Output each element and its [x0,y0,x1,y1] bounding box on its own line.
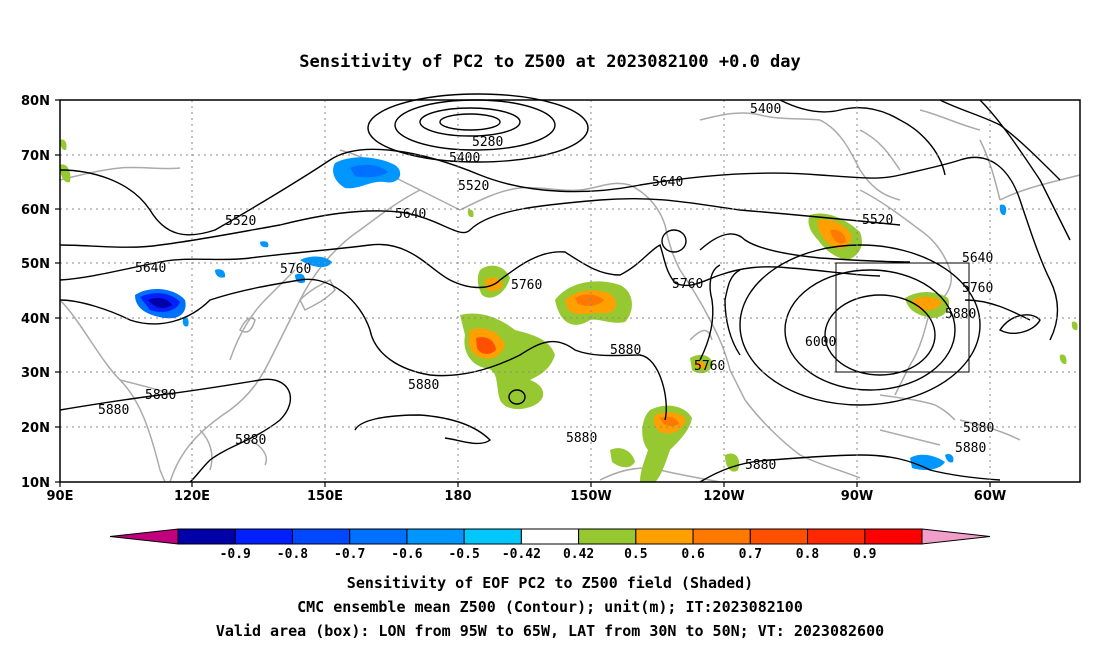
x-tick-labels: 90E 120E 150E 180 150W 120W 90W 60W [47,489,1007,504]
colorbar-label: -0.5 [448,547,479,562]
colorbar-label: -0.9 [220,547,251,562]
y-tick-label: 60N [21,203,50,218]
colorbar-cell [864,528,923,545]
y-tick-label: 40N [21,312,50,327]
contour-label: 5880 [745,458,776,473]
gridlines [60,100,1080,482]
colorbar-cells [109,528,991,545]
colorbar-cell [578,528,637,545]
colorbar-cell [406,528,465,545]
contour-label: 5520 [862,213,893,228]
x-tick-label: 90W [841,489,873,504]
colorbar-label: -0.8 [277,547,308,562]
colorbar-cell [749,528,809,545]
valid-area-box [835,262,970,373]
contour-label: 5880 [145,388,176,403]
x-tick-label: 180 [444,489,471,504]
map-frame [59,99,1081,483]
x-tick-label: 90E [47,489,74,504]
contour-label: 5760 [694,359,725,374]
contour-label: 5880 [98,403,129,418]
colorbar-label: -0.42 [502,547,541,562]
y-tick-labels: 80N 70N 60N 50N 40N 30N 20N 10N [21,94,50,491]
colorbar-cell [291,528,351,545]
contour-label: 5640 [395,207,426,222]
y-tick-label: 20N [21,421,50,436]
colorbar-cell [349,528,408,545]
contour-label: 5880 [235,433,266,448]
contour-label: 6000 [805,335,836,350]
contour-label: 5880 [610,343,641,358]
contour-label: 5640 [135,261,166,276]
contour-label: 5760 [962,281,993,296]
tick-marks [55,99,991,487]
x-tick-label: 150W [570,489,611,504]
y-tick-label: 80N [21,94,50,109]
colorbar-cell [177,528,236,545]
contour-label: 5400 [750,102,781,117]
colorbar-cell [520,528,580,545]
colorbar-label: -0.7 [334,547,365,562]
z500-contours [59,93,1071,483]
contour-label: 5760 [280,262,311,277]
coastlines [59,109,1081,483]
contour-label: 5880 [408,378,439,393]
x-tick-label: 150E [307,489,343,504]
colorbar-label: 0.42 [563,547,594,562]
contour-label: 5640 [962,251,993,266]
colorbar-label: 0.9 [853,547,876,562]
colorbar-label: -0.6 [391,547,422,562]
colorbar-label: 0.5 [624,547,647,562]
caption-line-2: CMC ensemble mean Z500 (Contour); unit(m… [297,598,803,616]
caption-line-3: Valid area (box): LON from 95W to 65W, L… [215,622,885,640]
contour-label: 5280 [472,135,503,150]
colorbar-cell [463,528,522,545]
y-tick-label: 70N [21,149,50,164]
colorbar-min-triangle [109,528,179,545]
colorbar-labels: -0.9 -0.8 -0.7 -0.6 -0.5 -0.42 0.42 0.5 0.6 0.7 0.… [220,547,877,562]
map-panel: 5280 5400 5400 5520 5520 5520 5640 5640 … [21,93,1081,504]
contour-label: 5880 [566,431,597,446]
colorbar-label: 0.7 [739,547,762,562]
contour-label: 5400 [449,151,480,166]
contour-label: 5520 [458,179,489,194]
colorbar-cell [234,528,293,545]
colorbar-max-triangle [921,528,991,545]
contour-label: 5880 [955,441,986,456]
x-tick-label: 120E [174,489,210,504]
colorbar-label: 0.8 [796,547,820,562]
contour-label: 5880 [945,307,976,322]
y-tick-label: 10N [21,476,50,491]
caption-line-1: Sensitivity of EOF PC2 to Z500 field (Sh… [346,574,754,592]
y-tick-label: 50N [21,257,50,272]
contour-labels: 5280 5400 5400 5520 5520 5520 5640 5640 … [98,102,994,473]
x-tick-label: 120W [703,489,744,504]
colorbar-label: 0.6 [681,547,705,562]
contour-label: 5640 [652,175,683,190]
colorbar: -0.9 -0.8 -0.7 -0.6 -0.5 -0.42 0.42 0.5 0.6 0.7 0.… [109,528,991,562]
contour-label: 5760 [672,277,703,292]
y-tick-label: 30N [21,366,50,381]
colorbar-cell [635,528,694,545]
x-tick-label: 60W [974,489,1006,504]
contour-label: 5520 [225,214,256,229]
contour-label: 5880 [963,421,994,436]
colorbar-cell [692,528,751,545]
contour-label: 5760 [511,278,542,293]
figure-title: Sensitivity of PC2 to Z500 at 2023082100… [299,52,801,72]
colorbar-cell [807,528,866,545]
